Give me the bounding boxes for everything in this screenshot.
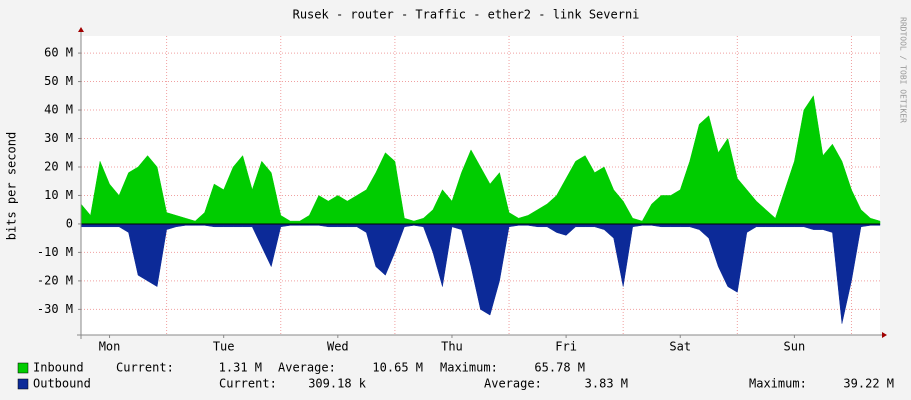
y-tick-label: 30 M: [44, 131, 73, 145]
y-tick-label: 60 M: [44, 46, 73, 60]
x-tick-label: Tue: [213, 340, 235, 354]
legend-stat-value: 39.22 M: [843, 377, 894, 391]
legend-stat-label: Current:: [116, 361, 174, 375]
legend-stat-value: 10.65 M: [372, 361, 423, 375]
x-axis-arrow: [882, 332, 887, 338]
x-tick-label: Sun: [784, 340, 806, 354]
legend-stat-label: Average:: [278, 361, 336, 375]
y-tick-label: 10 M: [44, 188, 73, 202]
y-tick-label: 20 M: [44, 159, 73, 173]
y-tick-label: -30 M: [37, 302, 73, 316]
y-tick-label: 0: [66, 216, 73, 230]
legend-stat-label: Current:: [219, 377, 277, 391]
y-tick-label: -20 M: [37, 273, 73, 287]
x-tick-label: Wed: [327, 340, 349, 354]
legend-label: Outbound: [33, 377, 91, 391]
y-tick-label: -10 M: [37, 245, 73, 259]
legend-stat-value: 1.31 M: [219, 361, 262, 375]
legend-swatch: [17, 378, 29, 390]
legend-stat-label: Maximum:: [440, 361, 498, 375]
y-axis-label: bits per second: [5, 132, 19, 240]
area: [80, 223, 881, 324]
chart-title: Rusek - router - Traffic - ether2 - link…: [293, 8, 640, 22]
x-tick-label: Mon: [99, 340, 121, 354]
y-tick-label: 40 M: [44, 103, 73, 117]
legend-stat-label: Maximum:: [749, 377, 807, 391]
area: [80, 95, 881, 225]
legend-label: Inbound: [33, 361, 84, 375]
x-tick-label: Fri: [555, 340, 577, 354]
y-tick-label: 50 M: [44, 74, 73, 88]
legend-stat-label: Average:: [484, 377, 542, 391]
watermark: RRDTOOL / TOBI OETIKER: [899, 17, 908, 123]
legend-stat-value: 309.18 k: [308, 377, 367, 391]
y-axis-arrow: [78, 27, 84, 32]
legend-stat-value: 65.78 M: [534, 361, 585, 375]
legend-stat-value: 3.83 M: [585, 377, 628, 391]
x-tick-label: Sat: [669, 340, 691, 354]
legend-swatch: [17, 362, 29, 374]
x-tick-label: Thu: [441, 340, 463, 354]
